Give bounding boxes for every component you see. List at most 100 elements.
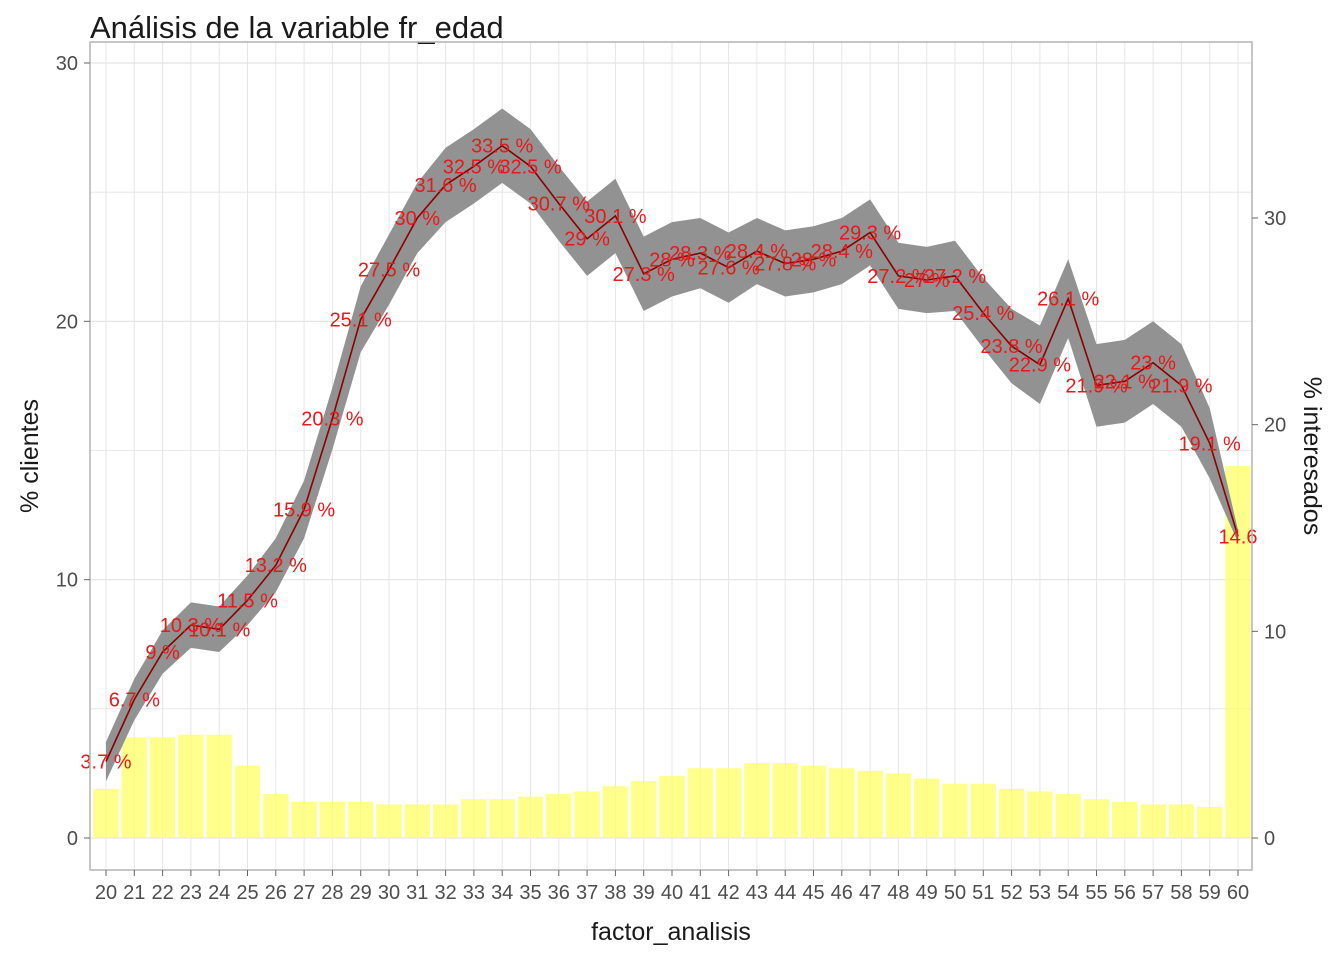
y-axis-title-left: % clientes [16,399,44,513]
data-label-38: 30.1 % [584,206,646,228]
bar-26 [263,794,289,838]
data-label-59: 19.1 % [1179,433,1241,455]
data-label-56: 22.1 % [1094,371,1156,393]
x-tick-label-47: 47 [859,882,881,904]
data-label-44: 27.8 % [754,253,816,275]
bar-42 [715,768,742,838]
data-label-33: 32.5 % [443,156,505,178]
data-label-41: 28.3 % [669,243,731,265]
bar-50 [942,783,968,838]
x-tick-label-40: 40 [661,882,683,904]
y-right-tick-label: 0 [1264,828,1275,850]
bar-23 [178,734,204,838]
bar-21 [121,737,148,838]
bar-53 [1027,791,1053,838]
x-tick-label-55: 55 [1085,882,1107,904]
bar-41 [687,768,714,838]
data-label-29: 25.1 % [330,309,392,331]
bar-55 [1083,799,1110,838]
x-tick-label-35: 35 [519,882,541,904]
bar-51 [970,783,997,838]
data-label-46: 28.4 % [811,241,873,263]
data-label-52: 23.8 % [980,336,1042,358]
x-tick-label-57: 57 [1142,882,1164,904]
bar-27 [291,801,317,838]
bar-60 [1225,466,1251,838]
data-label-34: 33.5 % [471,136,533,158]
bar-32 [432,804,459,838]
data-label-39: 27.3 % [613,264,675,286]
data-label-60: 14.6 [1219,526,1258,548]
bar-37 [574,791,600,838]
data-label-53: 22.9 % [1009,355,1071,377]
bar-49 [913,778,940,838]
data-label-49: 27 % [904,270,950,292]
data-label-47: 29.3 % [839,222,901,244]
data-label-54: 26.1 % [1037,289,1099,311]
x-tick-label-29: 29 [350,882,372,904]
bar-54 [1055,794,1081,838]
bar-25 [234,765,261,838]
y-right-tick-label: 10 [1264,621,1286,643]
data-label-58: 21.9 % [1150,375,1212,397]
bar-47 [857,770,883,838]
bar-36 [546,794,572,838]
x-tick-label-23: 23 [180,882,202,904]
x-tick-label-59: 59 [1199,882,1221,904]
x-tick-label-42: 42 [717,882,739,904]
x-tick-label-49: 49 [916,882,938,904]
x-tick-label-54: 54 [1057,882,1079,904]
data-label-55: 21.9 % [1065,375,1127,397]
data-label-20: 3.7 % [80,752,131,774]
x-tick-label-31: 31 [406,882,428,904]
data-label-31: 30 % [395,208,441,230]
bar-38 [602,786,629,838]
bar-43 [744,763,770,838]
bar-40 [659,776,685,838]
bar-48 [885,773,912,838]
data-label-25: 11.5 % [217,590,278,612]
y-right-tick-label: 20 [1264,415,1286,437]
x-tick-label-43: 43 [746,882,768,904]
axes: 0 10 20 30 0 10 20 30 20 21 22 23 24 25 26 27 28 29 30 31 32… [56,53,1287,904]
bar-57 [1140,804,1166,838]
data-label-45: 28 % [791,249,837,271]
y-left-tick-label: 0 [67,828,78,850]
x-tick-label-39: 39 [633,882,655,904]
bar-39 [630,781,657,838]
line-series [105,144,1239,762]
bar-52 [998,788,1025,838]
x-tick-label-44: 44 [774,882,796,904]
data-label-35: 32.5 % [499,156,561,178]
data-label-43: 28.4 % [726,241,788,263]
y-axis-title-right: % interesados [1298,377,1326,535]
x-tick-label-45: 45 [802,882,824,904]
data-label-51: 25.4 % [952,303,1014,325]
interesados-line [105,144,1239,762]
bar-46 [829,768,855,838]
bar-series [93,466,1251,838]
bar-44 [772,763,798,838]
bar-33 [461,799,487,838]
x-tick-label-32: 32 [434,882,456,904]
data-label-57: 23 % [1130,353,1176,375]
data-labels: 3.7 % 6.7 % 9 % 10.3 %10.1 % 11.5 % 13.2 % 15.… [80,136,1257,774]
data-label-26: 13.2 % [245,555,307,577]
x-tick-label-30: 30 [378,882,400,904]
x-tick-label-58: 58 [1170,882,1192,904]
x-tick-label-24: 24 [208,882,230,904]
x-tick-label-48: 48 [887,882,909,904]
x-tick-label-53: 53 [1029,882,1051,904]
data-label-27: 15.9 % [273,499,335,521]
data-label-32: 31.6 % [414,175,476,197]
y-right-tick-label: 30 [1264,208,1286,230]
x-tick-label-50: 50 [944,882,966,904]
bar-45 [800,765,827,838]
x-tick-label-52: 52 [1000,882,1022,904]
x-tick-label-46: 46 [831,882,853,904]
bar-30 [376,804,402,838]
x-tick-label-28: 28 [321,882,343,904]
y-left-tick-label: 10 [56,570,78,592]
x-tick-label-60: 60 [1227,882,1249,904]
